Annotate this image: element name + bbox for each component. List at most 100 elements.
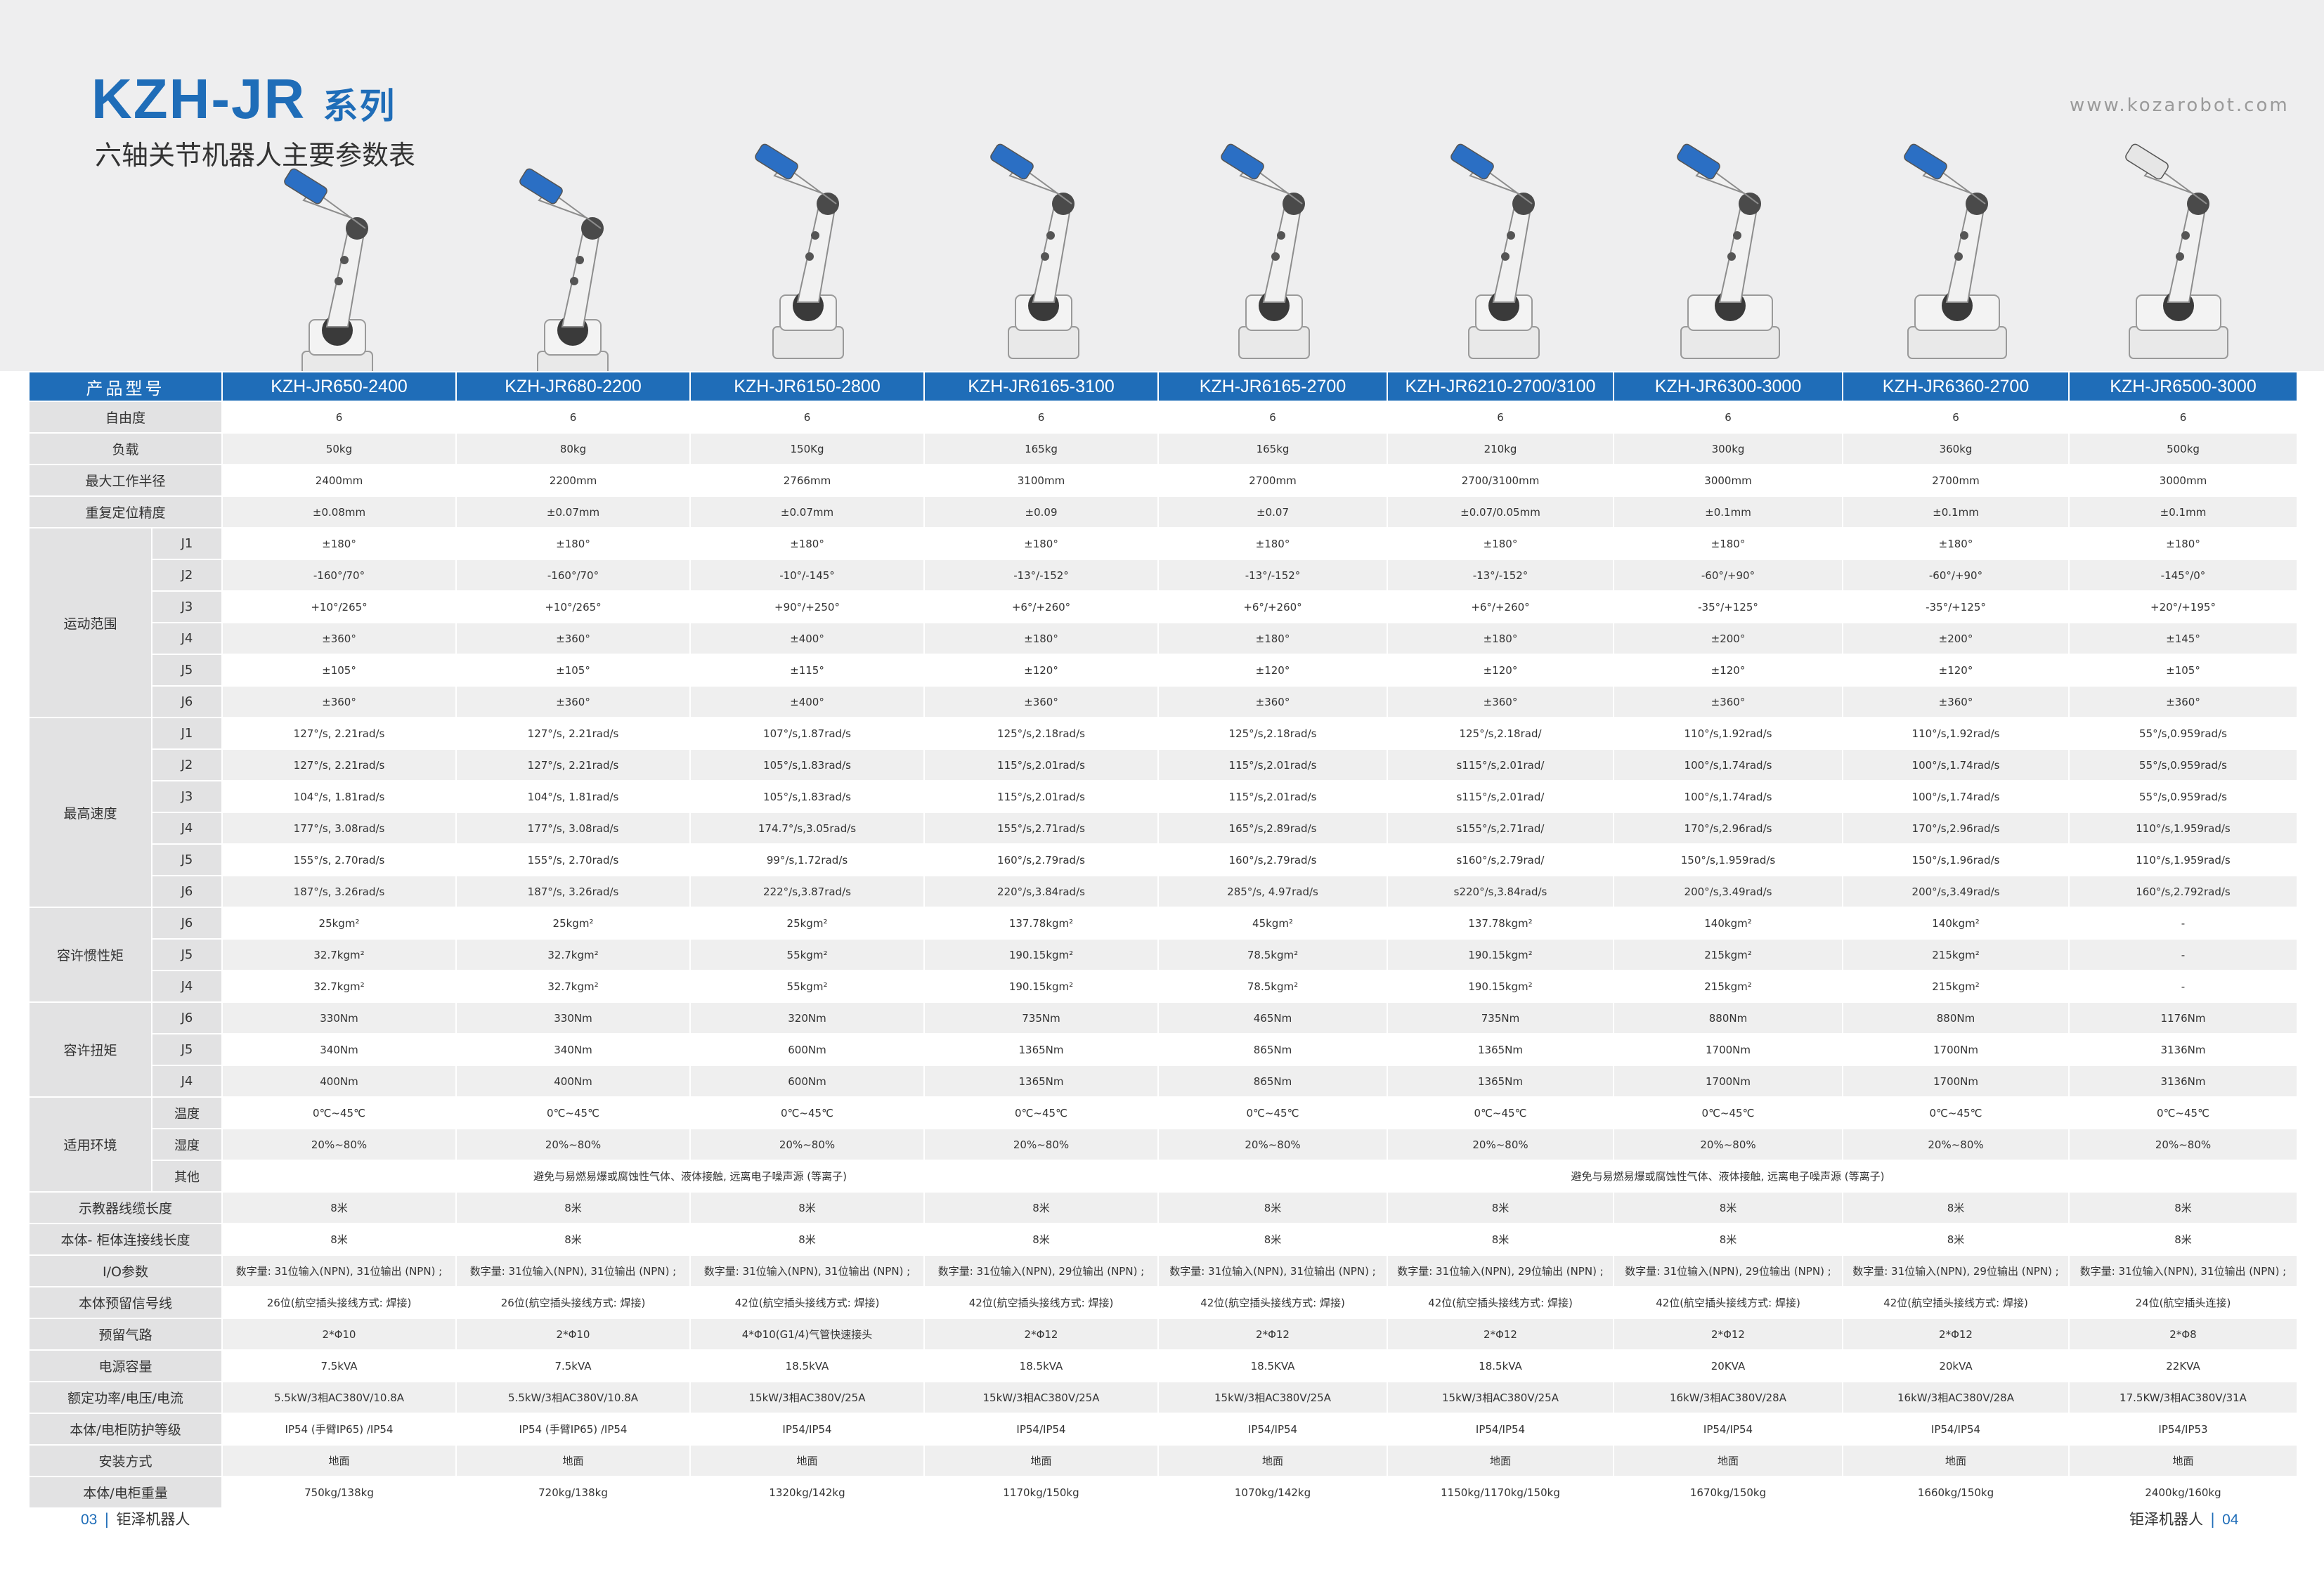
table-cell: 25kgm² [689, 907, 925, 940]
merged-cell: 避免与易燃易爆或腐蚀性气体、液体接触, 远离电子噪声源 (等离子) [221, 1160, 1159, 1193]
table-cell: 8米 [455, 1223, 691, 1256]
table-cell: 20%~80% [689, 1128, 925, 1161]
table-cell: 地面 [455, 1444, 691, 1477]
table-cell: 1150kg/1170kg/150kg [1387, 1476, 1614, 1509]
table-cell: 160°/s,2.792rad/s [2068, 875, 2298, 908]
row-sublabel: J4 [151, 1065, 223, 1098]
table-cell: 20%~80% [2068, 1128, 2298, 1161]
table-cell: IP54 (手臂IP65) /IP54 [455, 1413, 691, 1446]
table-cell: 25kgm² [221, 907, 457, 940]
table-cell: 1365Nm [923, 1033, 1159, 1066]
table-cell: 110°/s,1.959rad/s [2068, 812, 2298, 845]
table-cell: 32.7kgm² [455, 970, 691, 1003]
robot-arm-image [1677, 143, 1780, 359]
row-sublabel: J5 [151, 938, 223, 971]
table-cell: 360kg [1842, 432, 2070, 465]
table-cell: 140kgm² [1613, 907, 1843, 940]
table-cell: ±0.1mm [1613, 495, 1843, 528]
table-cell: ±360° [221, 685, 457, 718]
table-cell: 20%~80% [1613, 1128, 1843, 1161]
row-sublabel: J5 [151, 1033, 223, 1066]
table-cell: 735Nm [1387, 1001, 1614, 1034]
table-cell: ±360° [455, 622, 691, 655]
table-cell: 20%~80% [1157, 1128, 1388, 1161]
table-cell: 170°/s,2.96rad/s [1842, 812, 2070, 845]
table-cell: 320Nm [689, 1001, 925, 1034]
footer-brand-right: 钜泽机器人 [2129, 1511, 2203, 1528]
table-cell: 18.5kVA [923, 1349, 1159, 1382]
table-cell: 0℃~45℃ [1157, 1096, 1388, 1129]
table-row: 自由度 6 6 6 6 6 6 6 6 6 [28, 401, 2298, 434]
group-label: 容许扭矩 [28, 1001, 152, 1098]
table-cell: -13°/-152° [1157, 559, 1388, 592]
row-sublabel: J2 [151, 559, 223, 592]
table-row: J3 104°/s, 1.81rad/s 104°/s, 1.81rad/s 105°… [29, 780, 2298, 813]
group-label: 运动范围 [28, 527, 152, 718]
table-cell: 155°/s, 2.70rad/s [221, 843, 457, 876]
group-label: 最高速度 [28, 717, 152, 908]
table-cell: ±360° [1157, 685, 1388, 718]
table-cell: 187°/s, 3.26rad/s [221, 875, 457, 908]
merged-cell: 避免与易燃易爆或腐蚀性气体、液体接触, 远离电子噪声源 (等离子) [1157, 1160, 2298, 1193]
table-cell: 125°/s,2.18rad/s [923, 717, 1159, 750]
table-cell: 110°/s,1.92rad/s [1613, 717, 1843, 750]
table-cell: 数字量: 31位输入(NPN), 31位输出 (NPN) ; [1157, 1254, 1388, 1287]
table-cell: -60°/+90° [1842, 559, 2070, 592]
table-cell: ±105° [221, 654, 457, 687]
table-cell: 20kVA [1842, 1349, 2070, 1382]
table-cell: 155°/s, 2.70rad/s [455, 843, 691, 876]
table-cell: 160°/s,2.79rad/s [1157, 843, 1388, 876]
table-cell: 6 [923, 401, 1159, 434]
table-cell: 17.5KW/3相AC380V/31A [2068, 1381, 2298, 1414]
table-cell: -160°/70° [455, 559, 691, 592]
page-number-right: 04 [2222, 1512, 2239, 1528]
table-row: 负载 50kg 80kg 150Kg 165kg 165kg 210kg 300kg 360kg… [28, 432, 2298, 465]
table-row: 湿度 20%~80% 20%~80% 20%~80% 20%~80% 20%~80% 20%… [29, 1128, 2298, 1161]
table-cell: - [2068, 970, 2298, 1003]
table-cell: 215kgm² [1842, 938, 2070, 971]
table-cell: 2*Φ10 [455, 1318, 691, 1351]
table-cell: 1320kg/142kg [689, 1476, 925, 1509]
table-cell: ±180° [1387, 622, 1614, 655]
table-row: J4 32.7kgm² 32.7kgm² 55kgm² 190.15kgm² 78.5kg… [29, 970, 2298, 1003]
robot-arm-image [990, 143, 1079, 359]
table-cell: 735Nm [923, 1001, 1159, 1034]
table-cell: 0℃~45℃ [221, 1096, 457, 1129]
table-cell: 1700Nm [1842, 1033, 2070, 1066]
table-cell: 5.5kW/3相AC380V/10.8A [221, 1381, 457, 1414]
table-cell: ±360° [2068, 685, 2298, 718]
page-title: KZH-JR 系列 [91, 67, 396, 131]
table-cell: +20°/+195° [2068, 590, 2298, 623]
table-cell: -13°/-152° [923, 559, 1159, 592]
model-header: KZH-JR6500-3000 [2068, 371, 2298, 402]
table-cell: -145°/0° [2068, 559, 2298, 592]
row-label: 本体/电柜防护等级 [28, 1413, 223, 1446]
table-cell: 26位(航空插头接线方式: 焊接) [455, 1286, 691, 1319]
table-cell: IP54/IP54 [689, 1413, 925, 1446]
table-cell: 340Nm [455, 1033, 691, 1066]
table-cell: 2766mm [689, 464, 925, 497]
table-cell: 215kgm² [1842, 970, 2070, 1003]
table-cell: 20KVA [1613, 1349, 1843, 1382]
table-cell: 215kgm² [1613, 938, 1843, 971]
table-cell: 127°/s, 2.21rad/s [221, 717, 457, 750]
table-cell: 2200mm [455, 464, 691, 497]
table-row: 额定功率/电压/电流 5.5kW/3相AC380V/10.8A 5.5kW/3相AC… [28, 1381, 2298, 1414]
table-cell: 110°/s,1.959rad/s [2068, 843, 2298, 876]
table-cell: s115°/s,2.01rad/ [1387, 748, 1614, 781]
table-cell: ±0.1mm [2068, 495, 2298, 528]
table-cell: ±360° [455, 685, 691, 718]
model-header: KZH-JR650-2400 [221, 371, 457, 402]
table-cell: 数字量: 31位输入(NPN), 31位输出 (NPN) ; [455, 1254, 691, 1287]
table-cell: -35°/+125° [1613, 590, 1843, 623]
table-row: J4 177°/s, 3.08rad/s 177°/s, 3.08rad/s 174.… [29, 812, 2298, 845]
table-cell: ±180° [1157, 527, 1388, 560]
table-cell: 177°/s, 3.08rad/s [221, 812, 457, 845]
table-cell: 1660kg/150kg [1842, 1476, 2070, 1509]
robot-arm-image [519, 168, 609, 384]
model-header: KZH-JR6165-2700 [1157, 371, 1388, 402]
table-cell: IP54/IP54 [1387, 1413, 1614, 1446]
table-cell: 80kg [455, 432, 691, 465]
table-row: J6 187°/s, 3.26rad/s 187°/s, 3.26rad/s 222°… [29, 875, 2298, 908]
table-cell: 8米 [455, 1191, 691, 1224]
